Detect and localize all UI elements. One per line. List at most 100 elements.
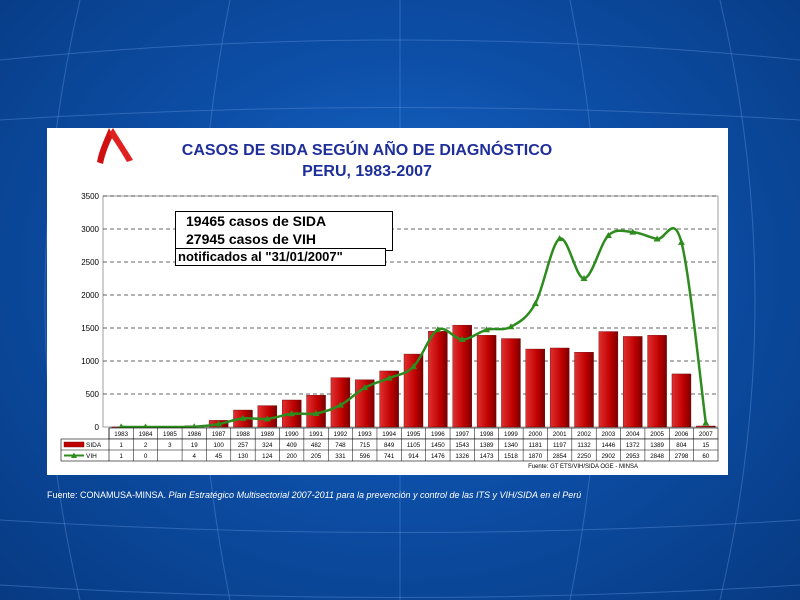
annotation-sida-total: 19465 casos de SIDA	[186, 213, 327, 229]
table-cell-sida: 3	[168, 442, 172, 449]
x-tick-label: 2004	[626, 431, 640, 438]
point-vih	[312, 409, 320, 416]
table-cell-vih: 2250	[577, 453, 591, 460]
point-vih	[336, 401, 344, 408]
bar-sida	[671, 373, 692, 428]
table-cell-vih: 124	[262, 453, 273, 460]
x-tick-label: 2005	[650, 431, 664, 438]
table-cell-vih: 596	[360, 453, 371, 460]
x-tick-label: 1986	[187, 431, 201, 438]
table-cell-vih: 1	[119, 453, 123, 460]
x-tick-label: 2003	[601, 431, 615, 438]
point-vih	[629, 228, 637, 235]
x-tick-label: 1998	[480, 431, 494, 438]
point-vih	[410, 363, 417, 370]
y-tick-label: 1000	[81, 357, 99, 366]
x-tick-label: 1994	[382, 431, 396, 438]
point-vih	[702, 419, 710, 426]
point-vih	[556, 235, 564, 242]
table-cell-vih: 1518	[504, 453, 518, 460]
table-cell-vih: 2902	[601, 453, 615, 460]
point-vih	[458, 335, 466, 342]
legend-label-sida: SIDA	[86, 442, 102, 449]
x-tick-label: 2006	[675, 431, 689, 438]
bar-sida	[452, 324, 472, 428]
x-tick-label: 1991	[309, 431, 323, 438]
point-vih	[434, 326, 442, 333]
x-tick-label: 2000	[528, 431, 542, 438]
x-tick-label: 1993	[358, 431, 372, 438]
table-cell-sida: 1450	[431, 442, 445, 449]
x-tick-label: 1999	[504, 431, 518, 438]
table-cell-sida: 1543	[455, 442, 469, 449]
point-vih	[215, 420, 223, 427]
y-tick-label: 1500	[81, 324, 99, 333]
x-tick-label: 1996	[431, 431, 445, 438]
table-cell-sida: 1181	[529, 442, 543, 449]
table-cell-vih: 2854	[553, 453, 567, 460]
table-cell-sida: 1	[119, 442, 123, 449]
table-cell-vih: 331	[335, 453, 346, 460]
x-tick-label: 2001	[553, 431, 567, 438]
table-cell-sida: 1105	[407, 442, 421, 449]
table-cell-vih: 45	[215, 453, 222, 460]
point-vih	[531, 300, 539, 307]
table-cell-vih: 2953	[626, 453, 640, 460]
table-cell-sida: 849	[384, 442, 395, 449]
annotation-vih-total: 27945 casos de VIH	[186, 231, 316, 247]
table-cell-sida: 100	[213, 442, 224, 449]
table-cell-sida: 1389	[480, 442, 494, 449]
table-cell-vih: 200	[287, 453, 298, 460]
annotation-box-totals: 19465 casos de SIDA 27945 casos de VIH	[175, 211, 393, 251]
table-cell-vih: 1476	[431, 453, 445, 460]
point-vih	[580, 275, 588, 281]
x-tick-label: 1992	[334, 431, 348, 438]
table-cell-sida: 1132	[577, 442, 591, 449]
table-cell-vih: 130	[238, 453, 249, 460]
table-cell-vih: 1326	[455, 453, 469, 460]
y-tick-label: 2500	[81, 258, 99, 267]
annotation-date: notificados al "31/01/2007"	[178, 249, 343, 264]
x-tick-label: 1990	[285, 431, 299, 438]
point-vih	[604, 231, 612, 238]
table-cell-sida: 19	[191, 442, 198, 449]
table-cell-sida: 715	[360, 442, 371, 449]
table-cell-sida: 2	[144, 442, 148, 449]
footer-source: Fuente: CONAMUSA-MINSA. Plan Estratégico…	[47, 490, 581, 500]
annotation-box-date: notificados al "31/01/2007"	[175, 248, 386, 266]
chart-title: CASOS DE SIDA SEGÚN AÑO DE DIAGNÓSTICO P…	[147, 140, 587, 182]
x-tick-label: 1985	[163, 431, 177, 438]
y-tick-label: 3500	[81, 192, 99, 201]
table-cell-vih: 741	[384, 453, 395, 460]
point-vih	[385, 374, 393, 381]
table-cell-sida: 257	[238, 442, 249, 449]
x-tick-label: 1988	[236, 431, 250, 438]
table-cell-sida: 324	[262, 442, 273, 449]
point-vih	[677, 238, 685, 245]
table-cell-vih: 205	[311, 453, 322, 460]
x-tick-label: 1983	[114, 431, 128, 438]
table-cell-vih: 4	[193, 453, 197, 460]
x-tick-label: 1987	[212, 431, 226, 438]
table-cell-sida: 1340	[504, 442, 518, 449]
bar-sida	[549, 347, 570, 428]
table-cell-sida: 1197	[553, 442, 567, 449]
legend-key-sida	[63, 441, 85, 448]
x-tick-label: 1989	[260, 431, 274, 438]
table-cell-vih: 2848	[650, 453, 664, 460]
aids-ribbon-icon	[97, 128, 133, 164]
legend-label-vih: VIH	[86, 453, 97, 460]
footer-source-title: Plan Estratégico Multisectorial 2007-201…	[168, 490, 582, 500]
bar-sida	[598, 331, 619, 428]
chart-title-line2: PERU, 1983-2007	[302, 163, 432, 180]
legend-marker-vih	[71, 452, 77, 458]
bar-sida	[525, 348, 546, 428]
table-cell-vih: 914	[408, 453, 419, 460]
table-cell-vih: 2798	[675, 453, 689, 460]
table-cell-vih: 1870	[528, 453, 542, 460]
x-tick-label: 2002	[577, 431, 591, 438]
y-tick-label: 2000	[81, 291, 99, 300]
table-cell-sida: 1372	[626, 442, 640, 449]
bar-sida	[647, 335, 667, 428]
